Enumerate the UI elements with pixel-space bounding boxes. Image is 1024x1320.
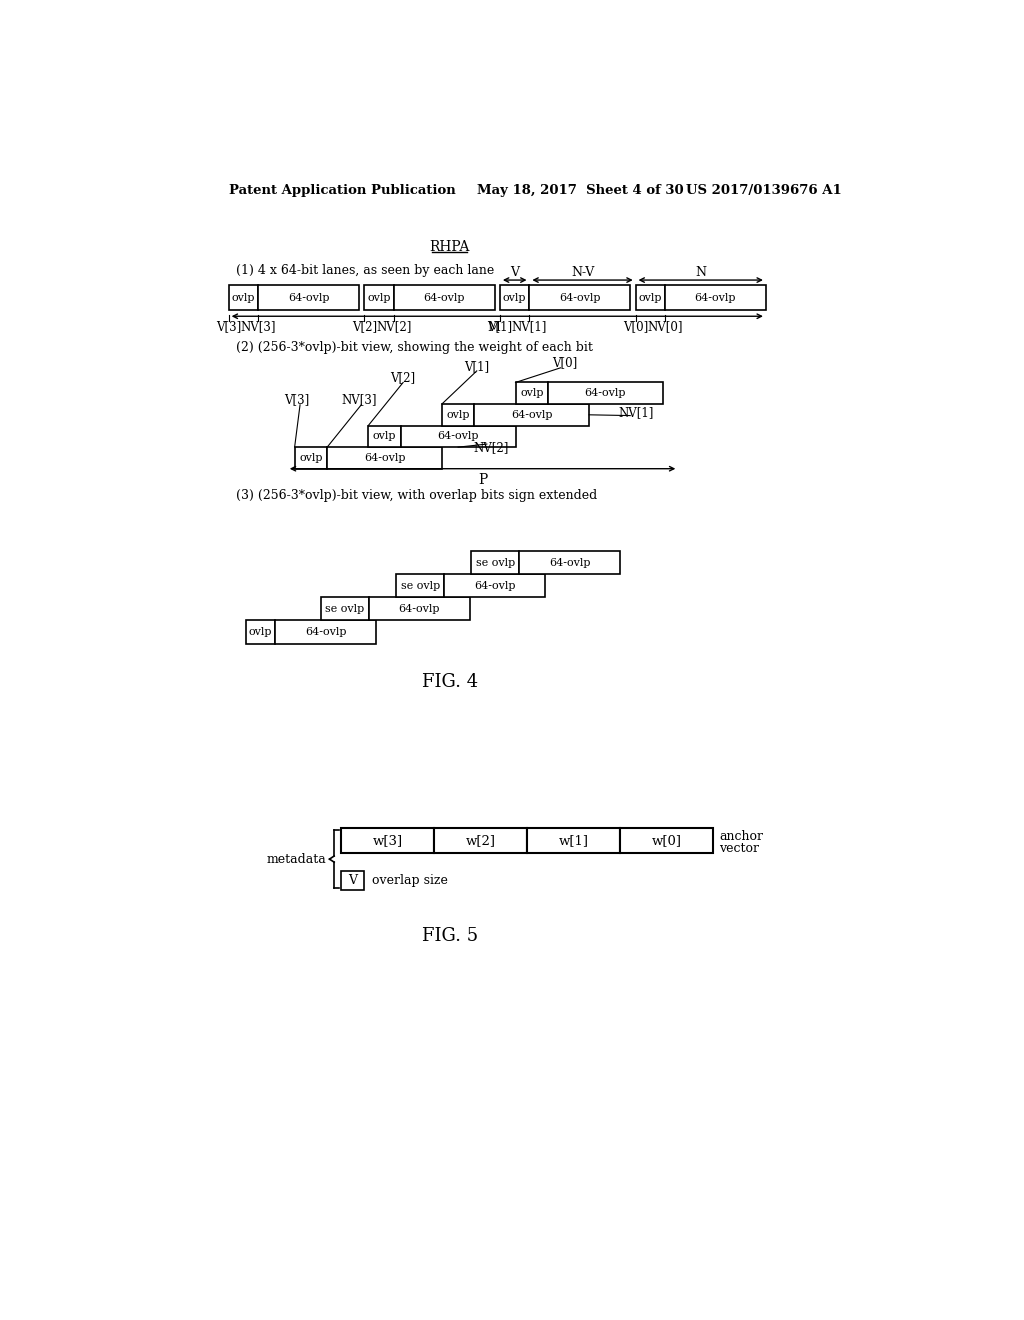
Bar: [471, 552, 519, 574]
Text: 64-ovlp: 64-ovlp: [364, 453, 406, 463]
Text: ovlp: ovlp: [231, 293, 255, 302]
Bar: [341, 871, 365, 890]
Text: V[3]: V[3]: [285, 393, 309, 407]
Text: RHPA: RHPA: [429, 240, 470, 253]
Text: ovlp: ovlp: [368, 293, 391, 302]
Text: se ovlp: se ovlp: [400, 581, 439, 591]
Text: V[1]: V[1]: [487, 321, 513, 334]
Text: 64-ovlp: 64-ovlp: [305, 627, 346, 638]
Text: V: V: [348, 874, 357, 887]
Text: 64-ovlp: 64-ovlp: [424, 293, 465, 302]
Text: ovlp: ovlp: [503, 293, 526, 302]
Text: ovlp: ovlp: [520, 388, 544, 399]
Text: overlap size: overlap size: [372, 874, 449, 887]
Bar: [665, 285, 766, 310]
Text: M: M: [487, 321, 501, 334]
Text: NV[3]: NV[3]: [241, 321, 275, 334]
Bar: [369, 425, 400, 447]
Text: se ovlp: se ovlp: [476, 557, 515, 568]
Text: ovlp: ovlp: [373, 432, 396, 441]
Text: w[3]: w[3]: [373, 834, 402, 847]
Text: V[0]: V[0]: [552, 356, 577, 370]
Bar: [396, 574, 444, 598]
Text: P: P: [478, 474, 487, 487]
Text: se ovlp: se ovlp: [326, 603, 365, 614]
Text: metadata: metadata: [266, 853, 327, 866]
Text: Patent Application Publication: Patent Application Publication: [228, 185, 456, 197]
Text: V[0]: V[0]: [623, 321, 648, 334]
Text: NV[2]: NV[2]: [376, 321, 412, 334]
Bar: [321, 597, 369, 620]
Text: V[2]: V[2]: [390, 371, 416, 384]
Text: 64-ovlp: 64-ovlp: [549, 557, 591, 568]
Text: 64-ovlp: 64-ovlp: [511, 409, 553, 420]
Text: ovlp: ovlp: [249, 627, 272, 638]
Text: ovlp: ovlp: [446, 409, 470, 420]
Bar: [519, 552, 621, 574]
Text: NV[1]: NV[1]: [512, 321, 547, 334]
Text: V[3]: V[3]: [216, 321, 242, 334]
Text: ovlp: ovlp: [639, 293, 663, 302]
Bar: [394, 285, 495, 310]
Text: 64-ovlp: 64-ovlp: [694, 293, 736, 302]
Text: anchor: anchor: [719, 829, 763, 842]
Text: NV[1]: NV[1]: [617, 407, 653, 418]
Bar: [400, 425, 515, 447]
Text: V[1]: V[1]: [464, 360, 489, 372]
Text: (2) (256-3*ovlp)-bit view, showing the weight of each bit: (2) (256-3*ovlp)-bit view, showing the w…: [237, 341, 593, 354]
Bar: [228, 285, 258, 310]
Bar: [295, 447, 328, 469]
Text: vector: vector: [719, 842, 760, 855]
Bar: [341, 829, 434, 853]
Bar: [529, 285, 630, 310]
Text: w[2]: w[2]: [466, 834, 496, 847]
Text: FIG. 4: FIG. 4: [422, 673, 477, 690]
Bar: [365, 285, 394, 310]
Bar: [636, 285, 665, 310]
Bar: [246, 620, 275, 644]
Text: N-V: N-V: [571, 265, 594, 279]
Text: 64-ovlp: 64-ovlp: [585, 388, 626, 399]
Bar: [434, 829, 527, 853]
Text: (3) (256-3*ovlp)-bit view, with overlap bits sign extended: (3) (256-3*ovlp)-bit view, with overlap …: [237, 490, 598, 502]
Text: 64-ovlp: 64-ovlp: [474, 581, 515, 591]
Text: V: V: [510, 265, 519, 279]
Bar: [258, 285, 359, 310]
Bar: [515, 383, 548, 404]
Bar: [369, 597, 470, 620]
Bar: [527, 829, 621, 853]
Text: NV[3]: NV[3]: [341, 393, 377, 407]
Text: 64-ovlp: 64-ovlp: [288, 293, 330, 302]
Text: N: N: [695, 265, 707, 279]
Text: 64-ovlp: 64-ovlp: [437, 432, 479, 441]
Text: NV[2]: NV[2]: [473, 441, 508, 454]
Text: NV[0]: NV[0]: [647, 321, 683, 334]
Text: US 2017/0139676 A1: US 2017/0139676 A1: [686, 185, 842, 197]
Text: w[0]: w[0]: [651, 834, 682, 847]
Text: May 18, 2017  Sheet 4 of 30: May 18, 2017 Sheet 4 of 30: [477, 185, 683, 197]
Bar: [444, 574, 545, 598]
Text: w[1]: w[1]: [559, 834, 589, 847]
Bar: [621, 829, 713, 853]
Bar: [548, 383, 663, 404]
Bar: [328, 447, 442, 469]
Text: 64-ovlp: 64-ovlp: [559, 293, 600, 302]
Text: ovlp: ovlp: [299, 453, 323, 463]
Bar: [275, 620, 376, 644]
Bar: [474, 404, 589, 425]
Text: 64-ovlp: 64-ovlp: [398, 603, 440, 614]
Text: (1) 4 x 64-bit lanes, as seen by each lane: (1) 4 x 64-bit lanes, as seen by each la…: [237, 264, 495, 277]
Text: V[2]: V[2]: [352, 321, 377, 334]
Bar: [500, 285, 529, 310]
Text: FIG. 5: FIG. 5: [422, 927, 477, 945]
Bar: [442, 404, 474, 425]
